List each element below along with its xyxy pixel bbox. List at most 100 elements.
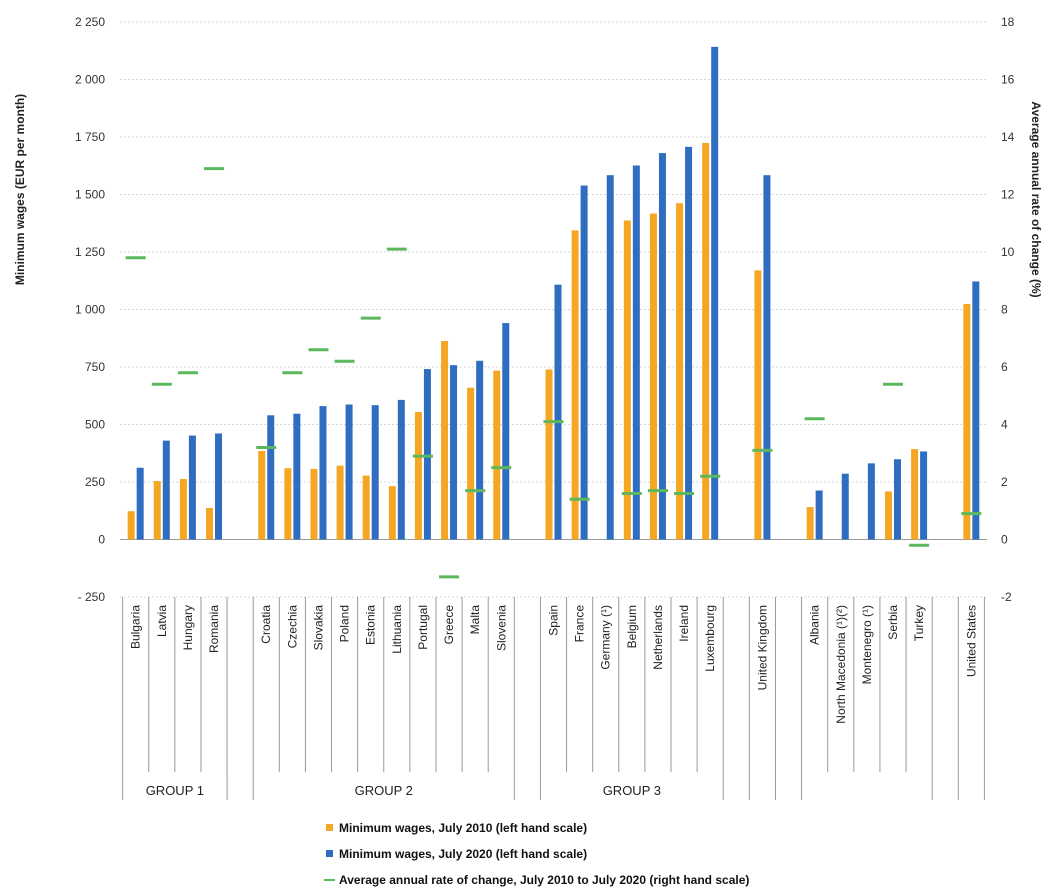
country-label: Latvia bbox=[155, 605, 169, 637]
bar-2020-montenegro- bbox=[867, 463, 875, 540]
bar-2020-belgium bbox=[632, 165, 640, 540]
bar-2020-croatia bbox=[267, 415, 275, 540]
bar-2020-north-macedonia- bbox=[841, 473, 849, 540]
y-tick-label: - 250 bbox=[78, 590, 106, 604]
y2-tick-label: -2 bbox=[1001, 590, 1012, 604]
country-label: Bulgaria bbox=[129, 605, 143, 649]
bar-2010-latvia bbox=[153, 481, 161, 540]
country-label: Poland bbox=[338, 605, 352, 642]
bar-2010-slovenia bbox=[493, 370, 501, 540]
bar-2020-bulgaria bbox=[136, 467, 144, 540]
country-label: Romania bbox=[207, 605, 221, 653]
bar-2020-albania bbox=[815, 490, 823, 540]
y2-tick-label: 0 bbox=[1001, 533, 1008, 547]
bar-2010-portugal bbox=[414, 412, 422, 540]
bar-2020-turkey bbox=[920, 451, 928, 540]
bar-2020-portugal bbox=[423, 369, 431, 540]
bar-2010-croatia bbox=[258, 450, 266, 540]
country-label: Hungary bbox=[181, 605, 195, 650]
legend-label-2010: Minimum wages, July 2010 (left hand scal… bbox=[339, 821, 587, 835]
country-label: Malta bbox=[468, 605, 482, 635]
country-label: Montenegro (¹) bbox=[860, 605, 874, 684]
y2-tick-label: 18 bbox=[1001, 15, 1015, 29]
country-label: United States bbox=[964, 605, 978, 677]
country-label: Netherlands bbox=[651, 605, 665, 670]
bar-2020-latvia bbox=[162, 440, 170, 540]
bar-2010-lithuania bbox=[388, 486, 396, 540]
bar-2020-slovakia bbox=[319, 406, 327, 540]
bar-2010-luxembourg bbox=[702, 142, 710, 540]
y-tick-label: 1 500 bbox=[75, 188, 105, 202]
y-tick-label: 500 bbox=[85, 418, 105, 432]
bar-2020-slovenia bbox=[502, 323, 510, 540]
bar-2020-serbia bbox=[893, 459, 901, 540]
bar-2020-france bbox=[580, 185, 588, 540]
country-label: Spain bbox=[547, 605, 561, 636]
bar-2010-albania bbox=[806, 507, 814, 540]
bar-2010-greece bbox=[441, 341, 449, 540]
bar-2020-luxembourg bbox=[711, 46, 719, 540]
y2-tick-label: 16 bbox=[1001, 73, 1015, 87]
y2-axis-title: Average annual rate of change (%) bbox=[1029, 101, 1043, 297]
bar-2020-lithuania bbox=[397, 399, 405, 540]
bar-2020-ireland bbox=[685, 146, 693, 540]
bar-2020-poland bbox=[345, 404, 353, 540]
country-label: France bbox=[573, 605, 587, 643]
bar-2020-netherlands bbox=[658, 153, 666, 540]
y2-tick-label: 8 bbox=[1001, 303, 1008, 317]
y-axis-title: Minimum wages (EUR per month) bbox=[13, 94, 27, 285]
country-label: Slovenia bbox=[494, 605, 508, 651]
bar-2010-france bbox=[571, 230, 579, 540]
country-label: Estonia bbox=[364, 605, 378, 645]
bar-2010-malta bbox=[467, 387, 475, 540]
bar-2010-turkey bbox=[911, 449, 919, 540]
y-tick-label: 2 000 bbox=[75, 73, 105, 87]
y-tick-label: 0 bbox=[98, 533, 105, 547]
bar-2010-belgium bbox=[623, 220, 631, 540]
country-label: Turkey bbox=[912, 605, 926, 641]
legend-label-2020: Minimum wages, July 2020 (left hand scal… bbox=[339, 847, 587, 861]
bar-2020-romania bbox=[215, 433, 223, 540]
bar-2010-romania bbox=[206, 507, 214, 540]
country-label: Luxembourg bbox=[703, 605, 717, 672]
y2-tick-label: 10 bbox=[1001, 245, 1015, 259]
bar-2020-united-states bbox=[972, 281, 980, 540]
bar-2010-netherlands bbox=[649, 213, 657, 540]
bar-2010-ireland bbox=[676, 203, 684, 540]
bar-2010-hungary bbox=[179, 479, 187, 540]
bar-2020-united-kingdom bbox=[763, 175, 771, 540]
bar-2010-poland bbox=[336, 465, 344, 540]
country-label: Belgium bbox=[625, 605, 639, 648]
bar-2010-united-kingdom bbox=[754, 270, 762, 540]
y2-tick-label: 4 bbox=[1001, 418, 1008, 432]
y2-tick-label: 12 bbox=[1001, 188, 1015, 202]
bar-2020-malta bbox=[476, 360, 484, 540]
y-tick-label: 250 bbox=[85, 475, 105, 489]
bar-2020-spain bbox=[554, 284, 562, 540]
country-label: Albania bbox=[808, 605, 822, 645]
bar-2020-hungary bbox=[188, 435, 196, 540]
country-label: Greece bbox=[442, 605, 456, 645]
country-label: North Macedonia (¹)(²) bbox=[834, 605, 848, 724]
bar-2010-slovakia bbox=[310, 468, 318, 540]
country-label: Serbia bbox=[886, 605, 900, 640]
group-label: GROUP 2 bbox=[355, 783, 413, 798]
country-label: Germany (¹) bbox=[599, 605, 613, 670]
bar-2010-czechia bbox=[284, 468, 292, 540]
bar-2010-spain bbox=[545, 369, 553, 540]
legend-swatch-2020 bbox=[326, 850, 333, 857]
y-tick-label: 1 250 bbox=[75, 245, 105, 259]
country-label: Croatia bbox=[259, 605, 273, 644]
y-tick-label: 1 000 bbox=[75, 303, 105, 317]
y2-tick-label: 14 bbox=[1001, 130, 1015, 144]
bar-2010-bulgaria bbox=[127, 511, 135, 540]
bar-2010-united-states bbox=[963, 303, 971, 540]
country-label: Portugal bbox=[416, 605, 430, 650]
bar-2010-serbia bbox=[884, 491, 892, 540]
y-tick-label: 2 250 bbox=[75, 15, 105, 29]
y-tick-label: 750 bbox=[85, 360, 105, 374]
bar-2020-estonia bbox=[371, 405, 379, 540]
legend-label-rate: Average annual rate of change, July 2010… bbox=[339, 873, 749, 887]
